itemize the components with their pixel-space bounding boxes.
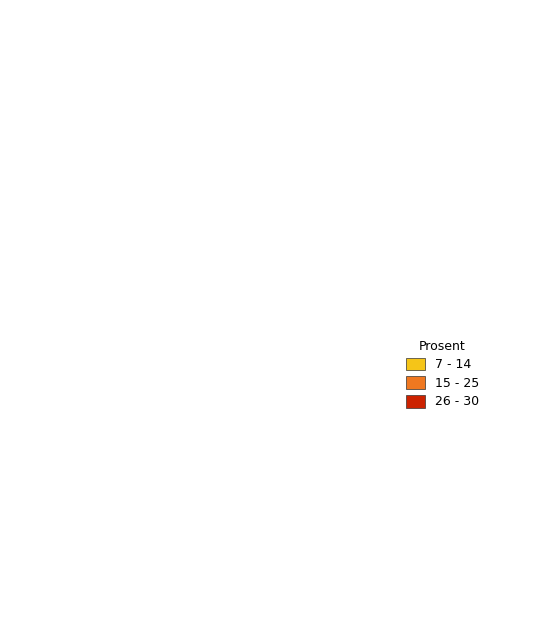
- Legend: 7 - 14, 15 - 25, 26 - 30: 7 - 14, 15 - 25, 26 - 30: [400, 333, 485, 414]
